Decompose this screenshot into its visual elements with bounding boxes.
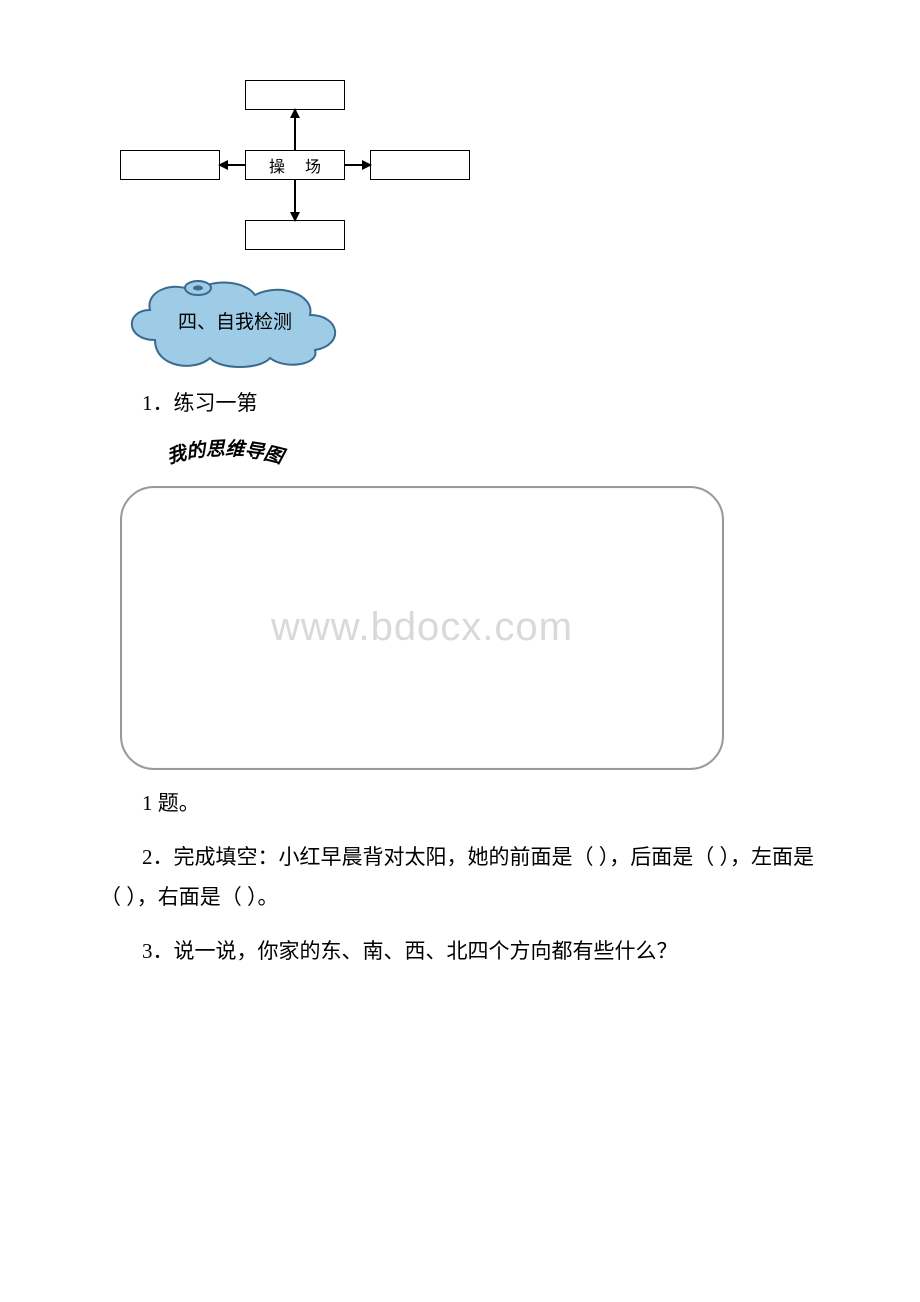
arrowhead-right-icon bbox=[362, 160, 372, 170]
paragraph-4: 3．说一说，你家的东、南、西、北四个方向都有些什么？ bbox=[100, 932, 820, 972]
diagram-center-label: 操 场 bbox=[269, 153, 329, 177]
direction-diagram: 操 场 bbox=[120, 80, 820, 250]
section-cloud-label: 四、自我检测 bbox=[120, 270, 350, 370]
section-cloud: 四、自我检测 bbox=[120, 270, 350, 370]
arrowhead-up-icon bbox=[290, 108, 300, 118]
mindmap-section: 我的思维导图 www.bdocx.com bbox=[120, 438, 740, 770]
watermark-text: www.bdocx.com bbox=[271, 605, 573, 650]
diagram-box-top bbox=[245, 80, 345, 110]
paragraph-3: 2．完成填空：小红早晨背对太阳，她的前面是（ ），后面是（ ），左面是（ ），右… bbox=[100, 838, 820, 918]
arrowhead-down-icon bbox=[290, 212, 300, 222]
svg-text:我的思维导图: 我的思维导图 bbox=[165, 438, 288, 469]
mindmap-box: www.bdocx.com bbox=[120, 486, 724, 770]
diagram-canvas: 操 场 bbox=[120, 80, 460, 250]
paragraph-2: 1 题。 bbox=[100, 784, 820, 824]
arrowhead-left-icon bbox=[218, 160, 228, 170]
diagram-box-bottom bbox=[245, 220, 345, 250]
diagram-box-right bbox=[370, 150, 470, 180]
mindmap-arc-title: 我的思维导图 bbox=[120, 438, 740, 486]
diagram-box-center: 操 场 bbox=[245, 150, 345, 180]
page-container: 操 场 四、自我检测 1．练习一第 bbox=[0, 0, 920, 1045]
paragraph-1: 1．练习一第 bbox=[100, 384, 820, 424]
mindmap-title-text: 我的思维导图 bbox=[165, 438, 288, 469]
diagram-box-left bbox=[120, 150, 220, 180]
